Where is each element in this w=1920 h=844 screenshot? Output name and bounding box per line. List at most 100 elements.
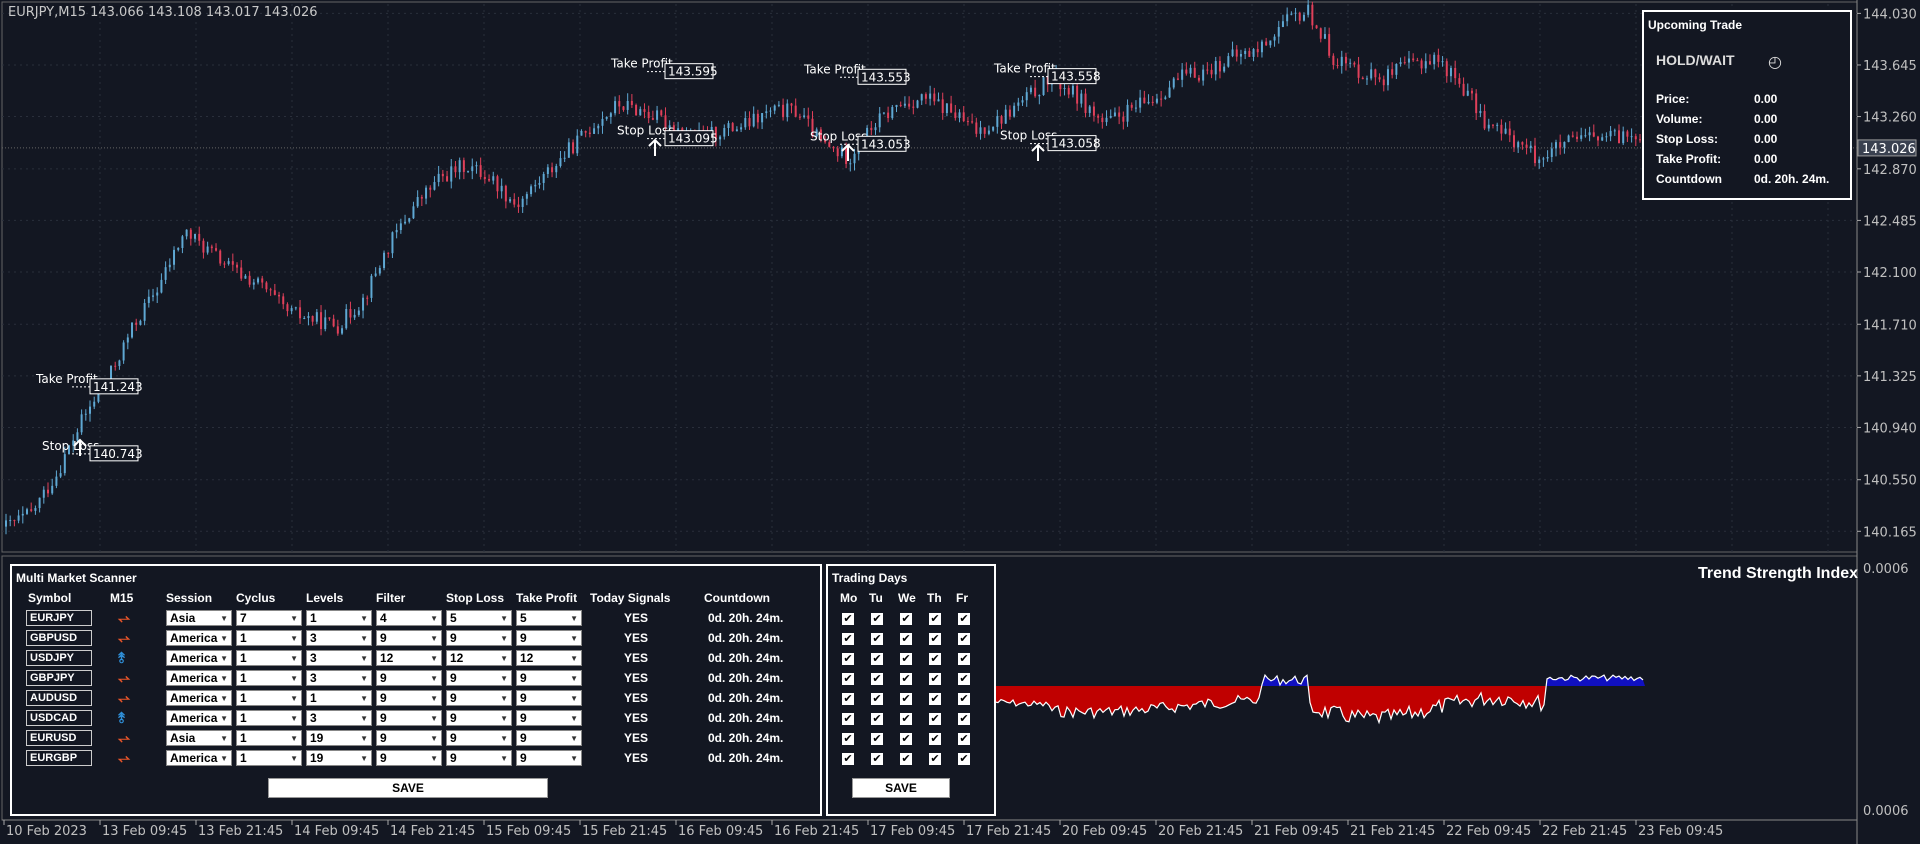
day-checkbox[interactable]: ✔ — [871, 712, 883, 725]
take-profit-dropdown[interactable]: 9 ▼ — [516, 710, 582, 726]
cyclus-dropdown[interactable]: 1 ▼ — [236, 650, 302, 666]
levels-dropdown[interactable]: 19 ▼ — [306, 750, 372, 766]
day-checkbox[interactable]: ✔ — [871, 632, 883, 645]
stop-loss-dropdown[interactable]: 9 ▼ — [446, 630, 512, 646]
day-checkbox[interactable]: ✔ — [842, 612, 854, 625]
day-checkbox[interactable]: ✔ — [871, 652, 883, 665]
symbol-cell[interactable]: USDJPY — [26, 650, 92, 666]
levels-dropdown[interactable]: 3 ▼ — [306, 710, 372, 726]
day-checkbox[interactable]: ✔ — [929, 652, 941, 665]
trading-days-save-button[interactable]: SAVE — [852, 778, 950, 798]
symbol-cell[interactable]: USDCAD — [26, 710, 92, 726]
levels-dropdown[interactable]: 3 ▼ — [306, 630, 372, 646]
filter-dropdown[interactable]: 9 ▼ — [376, 750, 442, 766]
stop-loss-dropdown[interactable]: 9 ▼ — [446, 710, 512, 726]
take-profit-dropdown[interactable]: 9 ▼ — [516, 730, 582, 746]
day-checkbox[interactable]: ✔ — [842, 672, 854, 685]
day-checkbox[interactable]: ✔ — [871, 672, 883, 685]
session-dropdown[interactable]: Asia ▼ — [166, 730, 232, 746]
day-checkbox[interactable]: ✔ — [958, 632, 970, 645]
symbol-cell[interactable]: EURUSD — [26, 730, 92, 746]
day-checkbox[interactable]: ✔ — [958, 692, 970, 705]
session-dropdown[interactable]: America ▼ — [166, 710, 232, 726]
session-dropdown[interactable]: Asia ▼ — [166, 610, 232, 626]
candle-body — [1311, 4, 1314, 26]
day-checkbox[interactable]: ✔ — [900, 672, 912, 685]
symbol-cell[interactable]: GBPUSD — [26, 630, 92, 646]
day-checkbox[interactable]: ✔ — [842, 732, 854, 745]
filter-dropdown[interactable]: 4 ▼ — [376, 610, 442, 626]
day-checkbox[interactable]: ✔ — [842, 712, 854, 725]
day-checkbox[interactable]: ✔ — [900, 712, 912, 725]
day-checkbox[interactable]: ✔ — [871, 752, 883, 765]
day-checkbox[interactable]: ✔ — [842, 632, 854, 645]
day-checkbox[interactable]: ✔ — [958, 612, 970, 625]
day-checkbox[interactable]: ✔ — [900, 612, 912, 625]
day-checkbox[interactable]: ✔ — [958, 732, 970, 745]
session-dropdown[interactable]: America ▼ — [166, 630, 232, 646]
levels-dropdown[interactable]: 3 ▼ — [306, 670, 372, 686]
day-checkbox[interactable]: ✔ — [900, 732, 912, 745]
day-checkbox[interactable]: ✔ — [958, 652, 970, 665]
cyclus-dropdown[interactable]: 1 ▼ — [236, 730, 302, 746]
filter-dropdown[interactable]: 9 ▼ — [376, 630, 442, 646]
session-dropdown[interactable]: America ▼ — [166, 670, 232, 686]
day-checkbox[interactable]: ✔ — [871, 612, 883, 625]
day-checkbox[interactable]: ✔ — [958, 712, 970, 725]
stop-loss-dropdown[interactable]: 9 ▼ — [446, 750, 512, 766]
take-profit-dropdown[interactable]: 9 ▼ — [516, 690, 582, 706]
day-checkbox[interactable]: ✔ — [929, 732, 941, 745]
day-checkbox[interactable]: ✔ — [900, 692, 912, 705]
cyclus-dropdown[interactable]: 1 ▼ — [236, 690, 302, 706]
day-checkbox[interactable]: ✔ — [871, 692, 883, 705]
session-dropdown[interactable]: America ▼ — [166, 650, 232, 666]
filter-dropdown[interactable]: 9 ▼ — [376, 730, 442, 746]
take-profit-dropdown[interactable]: 9 ▼ — [516, 670, 582, 686]
levels-dropdown[interactable]: 3 ▼ — [306, 650, 372, 666]
symbol-cell[interactable]: AUDUSD — [26, 690, 92, 706]
day-checkbox[interactable]: ✔ — [929, 612, 941, 625]
symbol-cell[interactable]: EURGBP — [26, 750, 92, 766]
take-profit-dropdown[interactable]: 12 ▼ — [516, 650, 582, 666]
cyclus-dropdown[interactable]: 1 ▼ — [236, 710, 302, 726]
levels-dropdown[interactable]: 1 ▼ — [306, 690, 372, 706]
session-dropdown[interactable]: America ▼ — [166, 690, 232, 706]
take-profit-dropdown[interactable]: 9 ▼ — [516, 630, 582, 646]
day-checkbox[interactable]: ✔ — [842, 652, 854, 665]
stop-loss-dropdown[interactable]: 9 ▼ — [446, 670, 512, 686]
day-checkbox[interactable]: ✔ — [900, 752, 912, 765]
cyclus-dropdown[interactable]: 7 ▼ — [236, 610, 302, 626]
cyclus-dropdown[interactable]: 1 ▼ — [236, 750, 302, 766]
stop-loss-dropdown[interactable]: 9 ▼ — [446, 690, 512, 706]
filter-dropdown[interactable]: 12 ▼ — [376, 650, 442, 666]
cyclus-dropdown[interactable]: 1 ▼ — [236, 670, 302, 686]
cyclus-dropdown[interactable]: 1 ▼ — [236, 630, 302, 646]
symbol-cell[interactable]: GBPJPY — [26, 670, 92, 686]
take-profit-dropdown[interactable]: 5 ▼ — [516, 610, 582, 626]
day-checkbox[interactable]: ✔ — [871, 732, 883, 745]
day-checkbox[interactable]: ✔ — [958, 752, 970, 765]
symbol-cell[interactable]: EURJPY — [26, 610, 92, 626]
day-checkbox[interactable]: ✔ — [842, 752, 854, 765]
filter-dropdown[interactable]: 9 ▼ — [376, 690, 442, 706]
day-checkbox[interactable]: ✔ — [929, 632, 941, 645]
filter-dropdown[interactable]: 9 ▼ — [376, 670, 442, 686]
levels-dropdown[interactable]: 1 ▼ — [306, 610, 372, 626]
stop-loss-dropdown[interactable]: 5 ▼ — [446, 610, 512, 626]
day-checkbox[interactable]: ✔ — [900, 632, 912, 645]
levels-dropdown[interactable]: 19 ▼ — [306, 730, 372, 746]
day-checkbox[interactable]: ✔ — [958, 672, 970, 685]
day-checkbox[interactable]: ✔ — [929, 752, 941, 765]
scanner-save-button[interactable]: SAVE — [268, 778, 548, 798]
session-dropdown[interactable]: America ▼ — [166, 750, 232, 766]
filter-dropdown[interactable]: 9 ▼ — [376, 710, 442, 726]
day-checkbox[interactable]: ✔ — [842, 692, 854, 705]
day-checkbox[interactable]: ✔ — [929, 672, 941, 685]
stop-loss-dropdown[interactable]: 9 ▼ — [446, 730, 512, 746]
stop-loss-dropdown[interactable]: 12 ▼ — [446, 650, 512, 666]
take-profit-dropdown[interactable]: 9 ▼ — [516, 750, 582, 766]
day-checkbox[interactable]: ✔ — [929, 712, 941, 725]
day-checkbox[interactable]: ✔ — [900, 652, 912, 665]
day-checkbox[interactable]: ✔ — [929, 692, 941, 705]
